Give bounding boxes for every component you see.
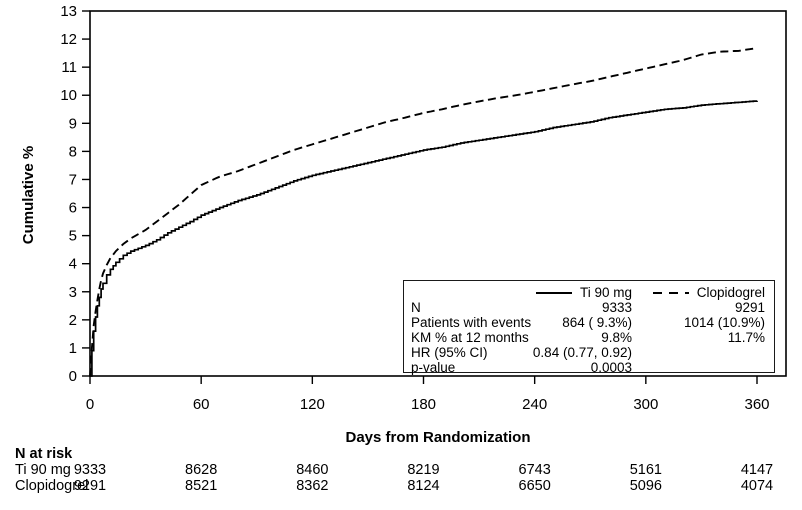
stat-label: p-value xyxy=(411,360,456,375)
y-tick-label: 2 xyxy=(69,312,77,329)
risk-value: 4074 xyxy=(740,478,774,494)
y-tick-label: 5 xyxy=(69,228,77,245)
y-axis-title: Cumulative % xyxy=(20,145,37,245)
x-tick-label: 240 xyxy=(522,396,547,413)
y-tick-label: 13 xyxy=(60,3,77,20)
y-tick-label: 9 xyxy=(69,115,77,132)
legend-stats-box: Ti 90 mg Clopidogrel N 9333 9291 Patient… xyxy=(403,280,775,375)
stats-row-hr: HR (95% CI) 0.84 (0.77, 0.92) xyxy=(404,346,774,360)
stats-row-pvalue: p-value 0.0003 xyxy=(404,361,774,375)
y-tick-label: 10 xyxy=(60,87,77,104)
risk-value: 8460 xyxy=(296,462,329,478)
stat-value-clopidogrel: 1014 (10.9%) xyxy=(683,315,765,330)
risk-value: 4147 xyxy=(740,462,774,478)
y-tick-label: 7 xyxy=(69,171,77,188)
y-tick-label: 8 xyxy=(69,143,77,160)
plot-frame xyxy=(89,10,787,377)
y-tick-label: 4 xyxy=(69,256,77,273)
stat-value-ti: 9.8% xyxy=(601,330,632,345)
risk-table-title: N at risk xyxy=(15,446,73,462)
x-axis-title: Days from Randomization xyxy=(345,429,531,446)
x-tick-label: 360 xyxy=(744,396,769,413)
risk-value: 8124 xyxy=(407,478,440,494)
y-tick-label: 12 xyxy=(60,31,77,48)
risk-value: 8219 xyxy=(407,462,440,478)
legend-entry-ti: Ti 90 mg xyxy=(404,286,632,300)
y-tick-label: 1 xyxy=(69,340,77,357)
y-tick-label: 11 xyxy=(61,59,77,76)
x-tick-label: 0 xyxy=(86,396,94,413)
stat-label: N xyxy=(411,300,421,315)
risk-value: 9291 xyxy=(73,478,107,494)
risk-value: 8362 xyxy=(296,478,329,494)
legend-entry-clopidogrel: Clopidogrel xyxy=(404,286,765,300)
stats-row-n: N 9333 9291 xyxy=(404,301,774,315)
risk-row-label-ti: Ti 90 mg xyxy=(15,462,71,478)
risk-value: 5161 xyxy=(629,462,662,478)
stats-row-events: Patients with events 864 ( 9.3%) 1014 (1… xyxy=(404,316,774,330)
y-tick-label: 6 xyxy=(69,200,77,217)
stat-value-clopidogrel: 11.7% xyxy=(727,330,765,345)
stat-label: KM % at 12 months xyxy=(411,330,529,345)
risk-value: 9333 xyxy=(73,462,107,478)
risk-value: 6650 xyxy=(518,478,551,494)
risk-value: 8628 xyxy=(185,462,218,478)
stat-label: HR (95% CI) xyxy=(411,345,488,360)
risk-value: 8521 xyxy=(185,478,218,494)
legend-label-clopidogrel: Clopidogrel xyxy=(696,285,765,300)
risk-value: 5096 xyxy=(629,478,662,494)
km-curve-clopidogrel xyxy=(89,47,758,377)
stat-value-ti: 0.84 (0.77, 0.92) xyxy=(532,345,632,360)
x-tick-label: 180 xyxy=(411,396,436,413)
risk-row-label-clopidogrel: Clopidogrel xyxy=(15,478,89,494)
stat-value-ti: 0.0003 xyxy=(590,360,632,375)
stat-label: Patients with events xyxy=(411,315,532,330)
stat-value-clopidogrel: 9291 xyxy=(734,300,765,315)
legend-series-row: Ti 90 mg Clopidogrel xyxy=(404,286,774,300)
x-tick-label: 120 xyxy=(300,396,325,413)
legend-label-ti: Ti 90 mg xyxy=(579,285,632,300)
stats-row-km: KM % at 12 months 9.8% 11.7% xyxy=(404,331,774,345)
km-curve-ti-90-mg xyxy=(90,100,758,377)
y-tick-label: 3 xyxy=(69,284,77,301)
stat-value-ti: 9333 xyxy=(601,300,632,315)
x-tick-label: 60 xyxy=(193,396,210,413)
dashed-line-icon xyxy=(652,292,689,294)
risk-value: 6743 xyxy=(518,462,551,478)
stat-value-ti: 864 ( 9.3%) xyxy=(562,315,632,330)
solid-line-icon xyxy=(535,292,572,294)
y-tick-label: 0 xyxy=(69,368,77,385)
x-tick-label: 300 xyxy=(633,396,658,413)
